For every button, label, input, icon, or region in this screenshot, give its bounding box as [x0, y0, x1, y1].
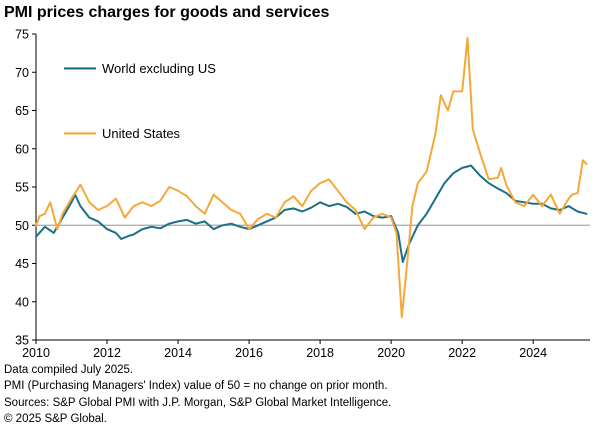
x-tick-label: 2024: [519, 346, 547, 360]
y-tick-label: 55: [15, 181, 29, 195]
legend: World excluding US United States: [64, 61, 216, 141]
x-tick-label: 2020: [377, 346, 405, 360]
y-tick-label: 75: [15, 28, 29, 42]
legend-label-united-states: United States: [102, 126, 181, 141]
x-tick-label: 2022: [448, 346, 476, 360]
x-tick-label: 2016: [235, 346, 263, 360]
x-tick-label: 2012: [93, 346, 121, 360]
chart-title: PMI prices charges for goods and service…: [4, 4, 330, 21]
series-line-united-states: [35, 36, 588, 319]
footer-pmi-note: PMI (Purchasing Managers' Index) value o…: [4, 380, 388, 393]
series-line-world-excluding-us: [35, 164, 588, 263]
footer-copyright: © 2025 S&P Global.: [4, 412, 107, 425]
pmi-line-chart: 35 40 45 50 55 60 65 70 75 2010 2012 2014 2016 2018 20…: [15, 28, 590, 360]
footer-date-note: Data compiled July 2025.: [4, 364, 134, 376]
axis-layer: 35 40 45 50 55 60 65 70 75 2010 2012 2014 2016 2018 20…: [15, 28, 590, 360]
x-tick-label: 2010: [22, 346, 50, 360]
y-tick-label: 35: [15, 334, 29, 348]
y-tick-label: 40: [15, 295, 29, 309]
series-layer: [35, 36, 588, 319]
chart-footer: Data compiled July 2025. PMI (Purchasing…: [4, 362, 391, 427]
y-tick-label: 65: [15, 104, 29, 118]
y-tick-label: 45: [15, 257, 29, 271]
y-tick-label: 70: [15, 66, 29, 80]
x-tick-label: 2018: [306, 346, 334, 360]
x-tick-label: 2014: [164, 346, 192, 360]
legend-label-world-excluding-us: World excluding US: [102, 61, 216, 76]
footer-sources: Sources: S&P Global PMI with J.P. Morgan…: [4, 396, 392, 409]
y-tick-label: 50: [15, 219, 29, 233]
y-tick-label: 60: [15, 142, 29, 156]
